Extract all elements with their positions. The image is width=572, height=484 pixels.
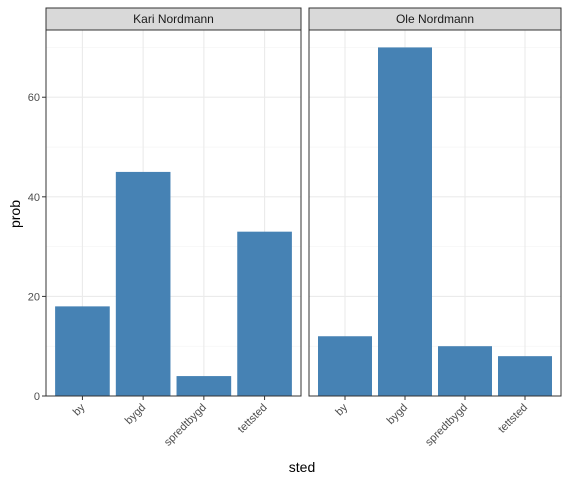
bar-by <box>318 336 372 396</box>
x-tick-label: spredtbygd <box>423 402 470 449</box>
panel-background <box>309 30 561 396</box>
facet-panel-2: Ole Nordmann by bygd spredtbygd tettsted <box>308 7 562 449</box>
facet-panel-1: Kari Nordmann by bygd spredtbygd tettsted <box>45 7 302 449</box>
x-axis-title: sted <box>289 459 315 475</box>
bar-bygd <box>378 47 432 397</box>
y-tick-label: 0 <box>34 391 40 403</box>
y-tick-label: 20 <box>28 291 40 303</box>
facet-strip-label: Ole Nordmann <box>396 12 474 26</box>
bar-tettsted <box>498 356 552 396</box>
x-tick-label: bygd <box>123 402 148 427</box>
bar-by <box>55 306 110 396</box>
x-tick-label: bygd <box>385 402 410 427</box>
y-tick-label: 40 <box>28 192 40 204</box>
bar-bygd <box>115 171 171 396</box>
y-tick-label: 60 <box>28 92 40 104</box>
x-tick-label: spredtbygd <box>162 402 209 449</box>
bar-spredtbygd <box>176 376 232 396</box>
y-axis-title: prob <box>7 200 23 228</box>
panel-border <box>45 29 302 397</box>
panel-border <box>308 29 562 397</box>
bar-tettsted <box>237 231 292 396</box>
x-tick-label: by <box>333 401 350 418</box>
y-axis: 0 20 40 60 <box>28 92 46 403</box>
x-tick-label: tettsted <box>236 402 270 436</box>
bar-spredtbygd <box>438 346 492 396</box>
x-tick-label: by <box>71 401 88 418</box>
x-tick-label: tettsted <box>496 402 530 436</box>
facet-strip-label: Kari Nordmann <box>133 12 214 26</box>
